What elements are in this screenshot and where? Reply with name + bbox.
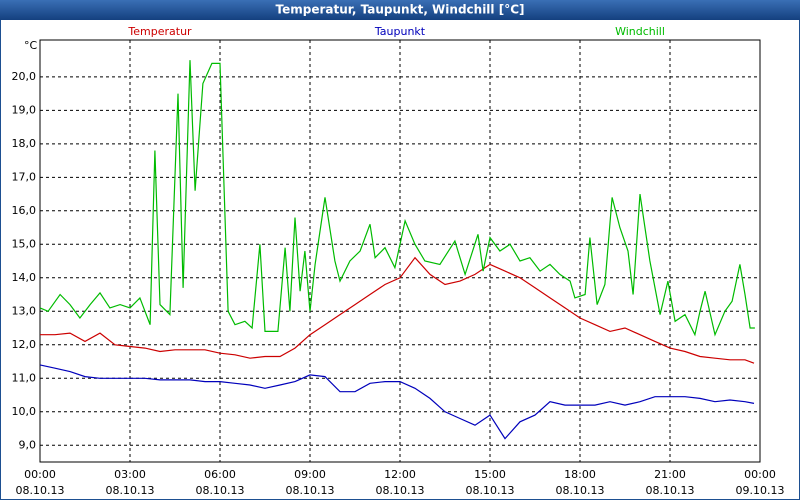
x-tick-label: 21:00 (654, 468, 686, 481)
legend-entry: Windchill (615, 25, 665, 38)
legend-entry: Temperatur (127, 25, 192, 38)
y-tick-label: 20,0 (12, 70, 37, 83)
title-bar (0, 0, 800, 20)
x-tick-label: 03:00 (114, 468, 146, 481)
y-tick-label: 11,0 (12, 371, 37, 384)
x-tick-date: 08.10.13 (376, 484, 425, 497)
series-line (39, 364, 755, 440)
chart-title: Temperatur, Taupunkt, Windchill [°C] (276, 3, 525, 17)
x-tick-label: 09:00 (294, 468, 326, 481)
x-tick-date: 08.10.13 (106, 484, 155, 497)
x-tick-label: 18:00 (564, 468, 596, 481)
y-tick-label: 16,0 (12, 204, 37, 217)
x-tick-label: 06:00 (204, 468, 236, 481)
x-tick-label: 15:00 (474, 468, 506, 481)
x-tick-date: 08.10.13 (466, 484, 515, 497)
y-tick-label: 14,0 (12, 271, 37, 284)
series-line (39, 60, 755, 337)
series-line (40, 256, 755, 364)
x-tick-date: 09.10.13 (736, 484, 785, 497)
y-tick-label: 12,0 (12, 338, 37, 351)
legend-entry: Taupunkt (374, 25, 426, 38)
y-tick-label: 10,0 (12, 405, 37, 418)
y-tick-label: 15,0 (12, 237, 37, 250)
x-tick-label: 00:00 (24, 468, 56, 481)
y-tick-label: 19,0 (12, 103, 37, 116)
x-tick-label: 12:00 (384, 468, 416, 481)
y-axis-label: °C (24, 39, 38, 52)
y-tick-label: 13,0 (12, 304, 37, 317)
x-tick-date: 08.10.13 (646, 484, 695, 497)
x-tick-date: 08.10.13 (286, 484, 335, 497)
x-tick-label: 00:00 (744, 468, 776, 481)
y-tick-label: 18,0 (12, 137, 37, 150)
x-tick-date: 08.10.13 (556, 484, 605, 497)
y-tick-label: 17,0 (12, 170, 37, 183)
x-tick-date: 08.10.13 (16, 484, 65, 497)
x-tick-date: 08.10.13 (196, 484, 245, 497)
y-tick-label: 9,0 (19, 438, 37, 451)
